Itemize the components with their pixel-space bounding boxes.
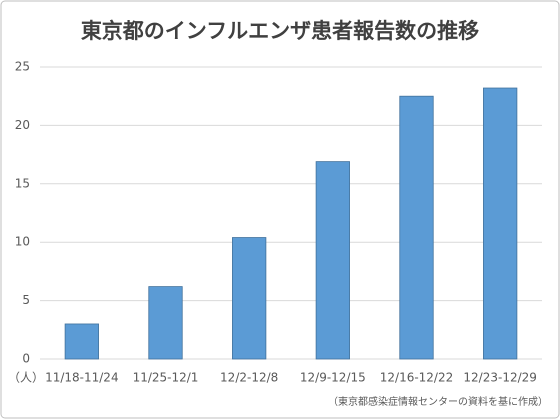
chart-title: 東京都のインフルエンザ患者報告数の推移 <box>81 19 479 43</box>
y-tick-label: 0 <box>22 352 30 366</box>
y-tick-label: 5 <box>22 293 30 307</box>
bar <box>232 237 267 360</box>
x-tick-label: 12/16-12/22 <box>380 371 454 385</box>
bar <box>148 286 183 360</box>
bar <box>315 161 350 360</box>
y-tick-label: 10 <box>15 235 30 249</box>
x-tick-label: 11/25-12/1 <box>133 371 199 385</box>
bar <box>64 323 99 360</box>
x-tick-label: 11/18-11/24 <box>45 371 119 385</box>
y-tick-label: 25 <box>15 60 30 74</box>
y-unit-label: （人） <box>8 371 44 385</box>
bar <box>483 87 518 360</box>
source-note: （東京都感染症情報センターの資料を基に作成） <box>328 395 548 408</box>
y-tick-label: 15 <box>15 176 30 190</box>
x-tick-label: 12/23-12/29 <box>463 371 537 385</box>
x-tick-label: 12/9-12/15 <box>300 371 366 385</box>
x-tick-label: 12/2-12/8 <box>220 371 278 385</box>
bar <box>399 95 434 360</box>
y-tick-label: 20 <box>15 118 30 132</box>
